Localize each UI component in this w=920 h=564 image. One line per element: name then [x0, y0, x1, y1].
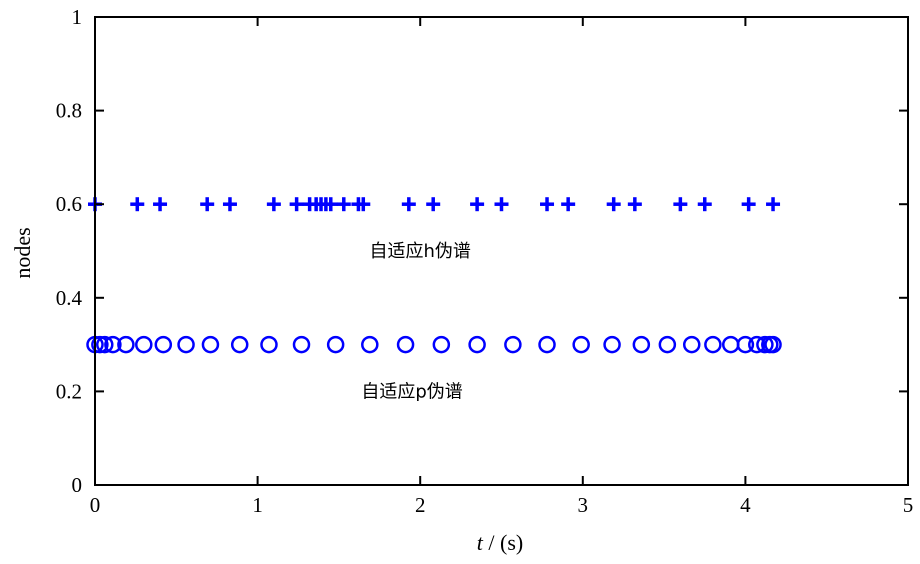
plus-marker-point: [336, 197, 351, 212]
circle-marker-point: [396, 335, 415, 354]
plus-marker-point: [153, 197, 168, 212]
plot-frame: [94, 16, 909, 486]
plus-marker-point: [222, 197, 237, 212]
y-tick-label: 0.4: [56, 286, 83, 310]
y-tick-label: 0.2: [56, 379, 82, 403]
plus-marker-point: [470, 197, 485, 212]
circle-marker-point: [292, 335, 311, 354]
circle-marker-point: [603, 335, 621, 354]
circle-marker-point: [104, 335, 122, 354]
circle-marker-point: [658, 335, 677, 354]
circle-marker-point: [722, 335, 740, 354]
circle-marker-point: [201, 335, 220, 354]
plus-marker-point: [426, 197, 441, 212]
circle-marker-point: [538, 335, 556, 354]
x-tick-label: 3: [578, 493, 589, 517]
circle-marker-point: [572, 335, 590, 354]
circle-marker-point: [91, 335, 109, 354]
circle-marker-point: [154, 335, 173, 354]
plus-marker-point: [606, 197, 621, 212]
circle-marker-point: [736, 335, 755, 354]
plus-marker-point: [561, 197, 576, 212]
x-tick-label: 0: [90, 493, 101, 517]
circle-marker-point: [177, 335, 195, 354]
circle-marker-point: [468, 335, 486, 354]
plus-marker-point: [266, 197, 281, 212]
circle-marker-point: [756, 335, 774, 354]
circle-marker-point: [764, 335, 782, 354]
marks-layer: [86, 197, 782, 354]
plus-marker-point: [766, 197, 781, 212]
circle-marker-point: [135, 335, 153, 354]
y-tick-label: 0.8: [56, 99, 82, 123]
plus-marker-point: [494, 197, 509, 212]
circle-marker-point: [504, 335, 522, 354]
plus-marker-point: [697, 197, 712, 212]
x-tick-label: 5: [903, 493, 914, 517]
y-tick-label: 1: [72, 5, 83, 29]
circle-marker-point: [748, 335, 766, 354]
plus-marker-point: [673, 197, 688, 212]
plus-marker-point: [401, 197, 416, 212]
circle-marker-point: [361, 335, 379, 354]
plus-marker-point: [627, 197, 642, 212]
y-axis-label: nodes: [10, 227, 35, 278]
circle-marker-point: [326, 335, 345, 354]
x-axis-label: t / (s): [477, 530, 523, 555]
circle-marker-point: [432, 335, 451, 354]
circle-marker-point: [704, 335, 722, 354]
y-tick-label: 0.6: [56, 192, 82, 216]
annotation-label: 自适应p伪谱: [361, 381, 462, 402]
circle-marker-point: [117, 335, 135, 354]
circle-marker-point: [682, 335, 701, 354]
axes-layer: 0 1 2 3 4 5 0 0.2 0.4 0.6 0.8 1: [56, 5, 914, 517]
x-tick-label: 1: [252, 493, 263, 517]
x-tick-label: 4: [740, 493, 751, 517]
y-tick-label: 0: [72, 473, 83, 497]
annotation-label: 自适应h伪谱: [369, 241, 470, 262]
plus-marker-point: [200, 197, 215, 212]
circle-marker-point: [230, 335, 249, 354]
circle-marker-point: [96, 335, 114, 354]
plus-marker-point: [323, 197, 338, 212]
plus-marker-point: [289, 197, 304, 212]
x-tick-label: 2: [415, 493, 426, 517]
circle-marker-point: [260, 335, 278, 354]
plus-marker-point: [356, 197, 371, 212]
plus-marker-point: [130, 197, 145, 212]
plus-marker-point: [741, 197, 756, 212]
circle-marker-point: [632, 335, 651, 354]
plus-marker-point: [540, 197, 555, 212]
